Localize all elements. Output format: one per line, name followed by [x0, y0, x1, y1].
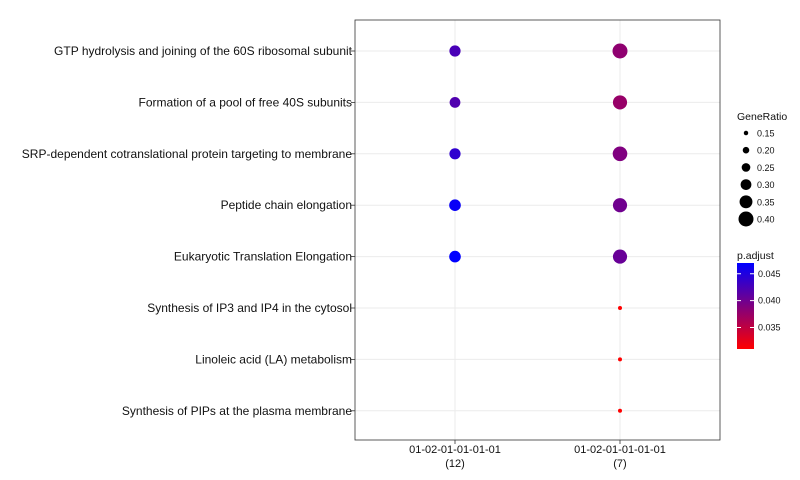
- data-point: [612, 146, 628, 162]
- y-tick-label: Peptide chain elongation: [221, 198, 352, 212]
- color-legend-label: 0.035: [758, 323, 781, 333]
- y-tick-label: Synthesis of PIPs at the plasma membrane: [122, 404, 352, 418]
- size-legend-dot: [742, 146, 750, 154]
- data-point: [612, 43, 628, 59]
- data-point: [449, 148, 461, 160]
- size-legend-dot: [738, 211, 754, 227]
- plot-panel-border: [354, 19, 721, 441]
- size-legend-dot: [739, 195, 753, 209]
- x-tick-sublabel: (7): [613, 458, 626, 470]
- x-tick-label: 01-02-01-01-01-01: [409, 444, 501, 456]
- size-legend: GeneRatio 0.15 0.20 0.25 0.30 0.35 0.40: [737, 111, 787, 227]
- data-point: [449, 45, 461, 57]
- size-legend-label: 0.15: [757, 129, 775, 139]
- data-point: [449, 97, 461, 108]
- x-tick-label: 01-02-01-01-01-01: [574, 444, 666, 456]
- y-tick-label: Synthesis of IP3 and IP4 in the cytosol: [147, 301, 352, 315]
- size-legend-label: 0.25: [757, 163, 775, 173]
- color-legend-label: 0.045: [758, 269, 781, 279]
- y-tick-label: SRP-dependent cotranslational protein ta…: [22, 147, 353, 161]
- y-tick-label: Formation of a pool of free 40S subunits: [139, 95, 352, 109]
- data-point: [612, 198, 628, 213]
- data-point: [618, 357, 622, 362]
- color-legend-title: p.adjust: [737, 250, 774, 262]
- data-point: [612, 95, 628, 110]
- y-tick-label: Eukaryotic Translation Elongation: [174, 250, 352, 264]
- size-legend-dot: [741, 163, 751, 172]
- y-axis-ticks: GTP hydrolysis and joining of the 60S ri…: [22, 44, 355, 418]
- data-point: [449, 250, 461, 263]
- data-point: [618, 306, 622, 310]
- data-point: [618, 408, 622, 413]
- y-tick-label: GTP hydrolysis and joining of the 60S ri…: [54, 44, 353, 58]
- color-gradient-bar: [737, 263, 754, 349]
- y-tick-label: Linoleic acid (LA) metabolism: [195, 352, 352, 366]
- x-axis-ticks: 01-02-01-01-01-01 (12) 01-02-01-01-01-01 (7…: [409, 440, 666, 470]
- color-legend-label: 0.040: [758, 296, 781, 306]
- size-legend-label: 0.30: [757, 180, 775, 190]
- data-point: [612, 249, 628, 264]
- size-legend-label: 0.40: [757, 215, 775, 225]
- x-tick-sublabel: (12): [445, 458, 465, 470]
- size-legend-dot: [740, 179, 752, 190]
- size-legend-dot: [743, 130, 749, 136]
- size-legend-label: 0.20: [757, 146, 775, 156]
- color-legend: p.adjust 0.045 0.040 0.035: [737, 250, 781, 349]
- grid-lines: [355, 20, 720, 440]
- data-points: [449, 43, 628, 413]
- data-point: [449, 199, 461, 212]
- size-legend-label: 0.35: [757, 197, 775, 207]
- size-legend-title: GeneRatio: [737, 111, 787, 123]
